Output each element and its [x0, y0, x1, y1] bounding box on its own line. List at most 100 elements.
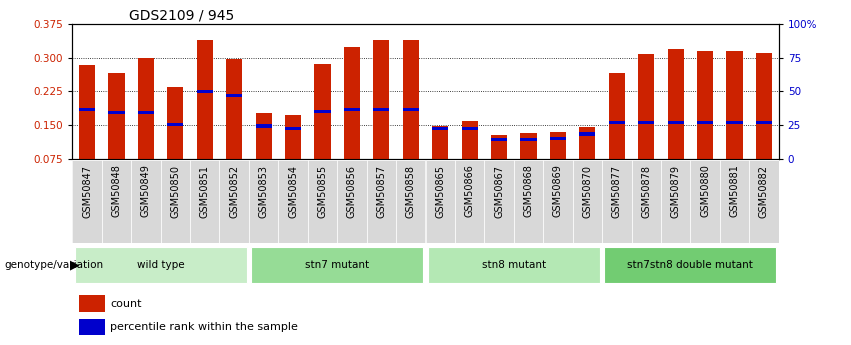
- Bar: [514, 160, 543, 243]
- Bar: [484, 160, 514, 243]
- Bar: [249, 160, 278, 243]
- Text: GSM50851: GSM50851: [200, 165, 210, 218]
- Bar: [602, 160, 631, 243]
- Bar: [580, 127, 596, 159]
- Bar: [426, 160, 455, 243]
- Bar: [521, 138, 537, 141]
- Bar: [108, 73, 124, 159]
- Bar: [403, 40, 419, 159]
- Text: stn7 mutant: stn7 mutant: [306, 260, 369, 270]
- Text: GSM50866: GSM50866: [465, 165, 475, 217]
- Text: GSM50854: GSM50854: [288, 165, 298, 218]
- Text: GSM50856: GSM50856: [347, 165, 357, 218]
- Bar: [461, 121, 477, 159]
- Text: stn8 mutant: stn8 mutant: [482, 260, 545, 270]
- Bar: [138, 58, 154, 159]
- Text: GSM50857: GSM50857: [376, 165, 386, 218]
- Bar: [344, 108, 360, 111]
- Bar: [455, 160, 484, 243]
- Bar: [550, 137, 566, 140]
- Bar: [367, 160, 396, 243]
- Bar: [374, 40, 390, 159]
- Bar: [374, 108, 390, 111]
- Bar: [108, 111, 124, 114]
- Bar: [573, 160, 603, 243]
- Bar: [79, 65, 95, 159]
- Text: GSM50848: GSM50848: [111, 165, 122, 217]
- Bar: [521, 133, 537, 159]
- Text: percentile rank within the sample: percentile rank within the sample: [111, 322, 299, 332]
- Bar: [756, 121, 772, 125]
- Text: GSM50870: GSM50870: [582, 165, 592, 218]
- Text: GSM50867: GSM50867: [494, 165, 504, 218]
- Bar: [79, 318, 105, 335]
- Text: GSM50855: GSM50855: [317, 165, 328, 218]
- Text: GSM50849: GSM50849: [141, 165, 151, 217]
- Bar: [403, 108, 419, 111]
- Bar: [79, 108, 95, 111]
- Bar: [543, 160, 573, 243]
- Text: GSM50865: GSM50865: [435, 165, 445, 218]
- Bar: [255, 125, 271, 128]
- Text: GSM50882: GSM50882: [759, 165, 769, 218]
- Bar: [667, 49, 683, 159]
- Text: GSM50847: GSM50847: [82, 165, 92, 218]
- Bar: [727, 121, 743, 125]
- Bar: [344, 47, 360, 159]
- Text: GSM50858: GSM50858: [406, 165, 416, 218]
- Bar: [749, 160, 779, 243]
- Bar: [102, 160, 131, 243]
- Bar: [251, 247, 423, 283]
- Text: GSM50850: GSM50850: [170, 165, 180, 218]
- Bar: [720, 160, 749, 243]
- Bar: [226, 59, 243, 159]
- Bar: [428, 247, 600, 283]
- Bar: [491, 135, 507, 159]
- Text: GSM50877: GSM50877: [612, 165, 622, 218]
- Bar: [314, 64, 330, 159]
- Bar: [190, 160, 220, 243]
- Text: GSM50853: GSM50853: [259, 165, 269, 218]
- Bar: [255, 112, 271, 159]
- Bar: [396, 160, 426, 243]
- Bar: [461, 127, 477, 130]
- Bar: [697, 121, 713, 125]
- Bar: [161, 160, 190, 243]
- Text: GSM50878: GSM50878: [641, 165, 651, 218]
- Bar: [72, 160, 779, 243]
- Bar: [75, 247, 247, 283]
- Text: stn7stn8 double mutant: stn7stn8 double mutant: [627, 260, 753, 270]
- Bar: [756, 53, 772, 159]
- Bar: [285, 115, 301, 159]
- Text: count: count: [111, 299, 142, 309]
- Bar: [491, 138, 507, 141]
- Bar: [168, 122, 184, 126]
- Bar: [168, 87, 184, 159]
- Bar: [285, 127, 301, 130]
- Bar: [697, 51, 713, 159]
- Bar: [604, 247, 776, 283]
- Bar: [432, 127, 448, 130]
- Bar: [337, 160, 367, 243]
- Bar: [727, 51, 743, 159]
- Bar: [608, 121, 625, 125]
- Text: GSM50879: GSM50879: [671, 165, 681, 218]
- Text: genotype/variation: genotype/variation: [4, 260, 103, 270]
- Bar: [308, 160, 337, 243]
- Text: ▶: ▶: [70, 258, 79, 272]
- Bar: [79, 295, 105, 312]
- Bar: [608, 73, 625, 159]
- Bar: [197, 40, 213, 159]
- Bar: [131, 160, 161, 243]
- Bar: [226, 94, 243, 98]
- Text: GDS2109 / 945: GDS2109 / 945: [129, 9, 234, 23]
- Text: GSM50880: GSM50880: [700, 165, 710, 217]
- Text: wild type: wild type: [137, 260, 185, 270]
- Bar: [72, 160, 102, 243]
- Bar: [138, 111, 154, 114]
- Bar: [661, 160, 690, 243]
- Bar: [690, 160, 720, 243]
- Bar: [220, 160, 248, 243]
- Bar: [580, 132, 596, 136]
- Text: GSM50852: GSM50852: [229, 165, 239, 218]
